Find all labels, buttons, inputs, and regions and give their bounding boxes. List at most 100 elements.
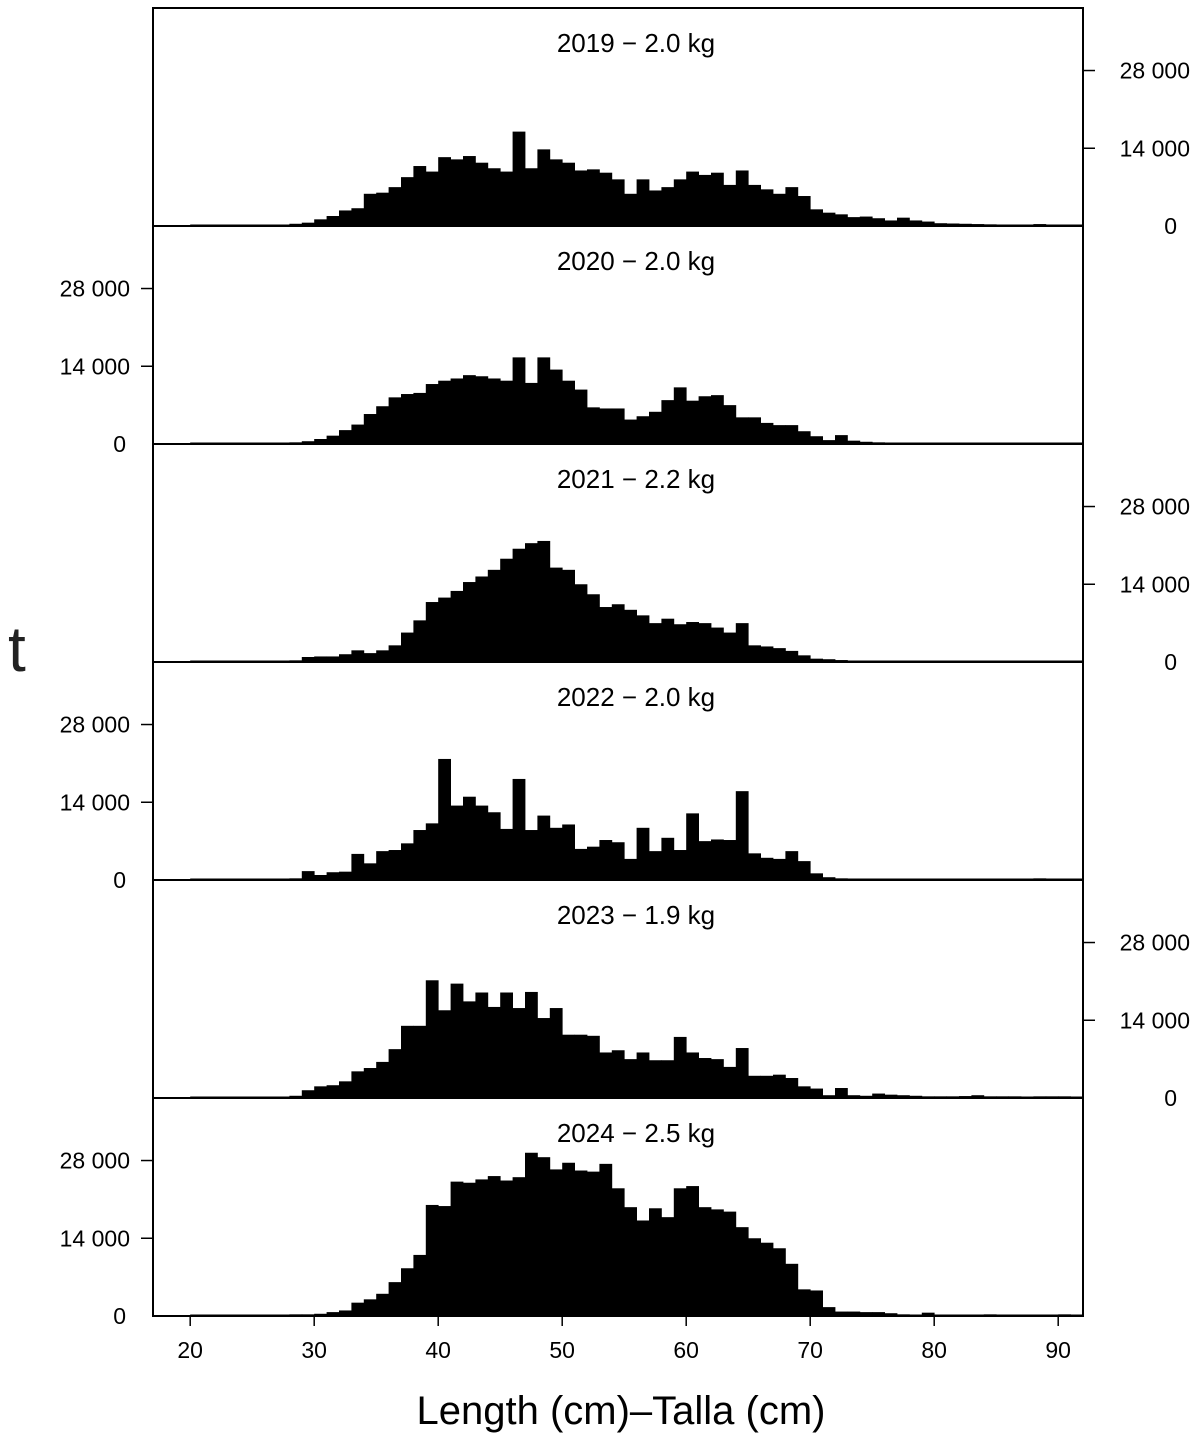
histogram-bar — [711, 627, 724, 662]
histogram-bar — [314, 219, 327, 226]
histogram-bar — [686, 813, 699, 880]
histogram-bar — [810, 1088, 823, 1098]
histogram-bar — [475, 162, 489, 226]
histogram-bar — [376, 650, 389, 662]
histogram-bar — [711, 1059, 724, 1098]
y-tick-label: 28 000 — [60, 276, 130, 302]
histogram-bar — [475, 576, 489, 662]
histogram-bar — [450, 378, 464, 444]
histogram-bar — [611, 179, 625, 226]
histogram-bar — [835, 1311, 848, 1316]
histogram-bar — [339, 654, 352, 662]
histogram-bar — [748, 1075, 761, 1098]
histogram-bar — [599, 840, 613, 880]
histogram-bar — [438, 380, 451, 444]
histogram-bar — [475, 805, 489, 880]
histogram-bar — [376, 1293, 389, 1316]
histogram-bar — [735, 417, 749, 444]
histogram-bar — [562, 1162, 575, 1316]
y-tick-label: 14 000 — [1120, 135, 1190, 161]
histogram-bar — [376, 851, 389, 880]
histogram-bar — [735, 1048, 749, 1098]
histogram-bar — [636, 615, 650, 662]
histogram-bar — [525, 382, 538, 444]
histogram-bar — [760, 646, 774, 662]
histogram-bar — [735, 170, 749, 226]
histogram-bar — [549, 1008, 563, 1098]
histogram-bar — [859, 1095, 873, 1098]
histogram-bar — [773, 1248, 786, 1316]
histogram-bar — [463, 796, 476, 880]
histogram-bar — [822, 212, 836, 226]
histogram-bar — [649, 1208, 662, 1316]
histogram-bar — [822, 877, 836, 880]
histogram-bar — [946, 223, 960, 226]
histogram-bar — [649, 1060, 662, 1098]
x-tick-label: 60 — [673, 1337, 699, 1363]
histogram-bar — [401, 177, 414, 226]
histogram-bar — [686, 400, 699, 444]
histogram-bar — [525, 543, 538, 662]
histogram-bar — [401, 1268, 414, 1316]
histogram-bar — [487, 168, 501, 226]
histogram-bar — [438, 1010, 451, 1098]
histogram-bar — [487, 1176, 501, 1316]
y-tick-label: 14 000 — [60, 1225, 130, 1251]
x-axis: 20 30 40 50 60 70 80 90 — [177, 1316, 1071, 1363]
histogram-bar — [673, 850, 687, 880]
histogram-bar — [574, 848, 588, 880]
histogram-bar — [438, 758, 451, 880]
histogram-bar — [698, 623, 712, 662]
histogram-bar — [587, 407, 600, 444]
histogram-bar — [959, 223, 972, 226]
histogram-bar — [698, 1058, 712, 1098]
histogram-bar — [686, 171, 699, 226]
histogram-bar — [636, 1052, 650, 1098]
histogram-bar — [438, 1206, 451, 1316]
histogram-bar — [624, 419, 637, 444]
histogram-bar — [549, 369, 563, 444]
histogram-bar — [822, 440, 836, 444]
y-tick-label: 0 — [1164, 649, 1177, 675]
histogram-bar — [723, 1211, 737, 1316]
histogram-bar — [425, 171, 439, 226]
histogram-bar — [698, 1207, 712, 1316]
histogram-bar — [525, 991, 538, 1098]
histogram-bar — [339, 1310, 352, 1316]
histogram-bar — [686, 1186, 699, 1316]
histogram-bar — [425, 602, 439, 662]
histogram-bar — [562, 824, 575, 880]
histogram-bar — [785, 650, 799, 662]
histogram-bar — [599, 1052, 613, 1098]
histogram-bar — [425, 823, 439, 880]
histogram-bar — [822, 1095, 836, 1098]
histogram-bar — [450, 159, 464, 226]
histogram-bar — [797, 655, 811, 662]
histogram-bar — [450, 983, 464, 1098]
histogram-bar — [785, 851, 799, 880]
histogram-bar — [785, 187, 799, 226]
histogram-bar — [859, 216, 873, 226]
y-tick-label: 28 000 — [60, 712, 130, 738]
histogram-bar — [884, 220, 898, 226]
histogram-bar — [785, 1263, 799, 1316]
x-tick-label: 30 — [301, 1337, 327, 1363]
histogram-bar — [525, 830, 538, 880]
histogram-bar — [500, 380, 513, 444]
panel-2: 2021 − 2.2 kg 0 14 000 28 000 — [152, 443, 1190, 675]
histogram-bar — [351, 1071, 365, 1098]
histogram-bar — [847, 1311, 861, 1316]
histogram-bar — [301, 871, 315, 880]
histogram-bar — [376, 1061, 389, 1098]
histogram-bar — [487, 378, 501, 444]
histogram-bar — [872, 218, 885, 226]
histogram-bar — [363, 193, 377, 226]
y-tick-label: 28 000 — [60, 1148, 130, 1174]
histogram-bar — [339, 1081, 352, 1098]
histogram-bar — [785, 425, 799, 444]
histogram-bar — [314, 875, 327, 880]
histogram-bar — [872, 1093, 885, 1098]
histogram-bar — [649, 851, 662, 880]
y-tick-label: 14 000 — [1120, 571, 1190, 597]
histogram-bar — [425, 980, 439, 1098]
